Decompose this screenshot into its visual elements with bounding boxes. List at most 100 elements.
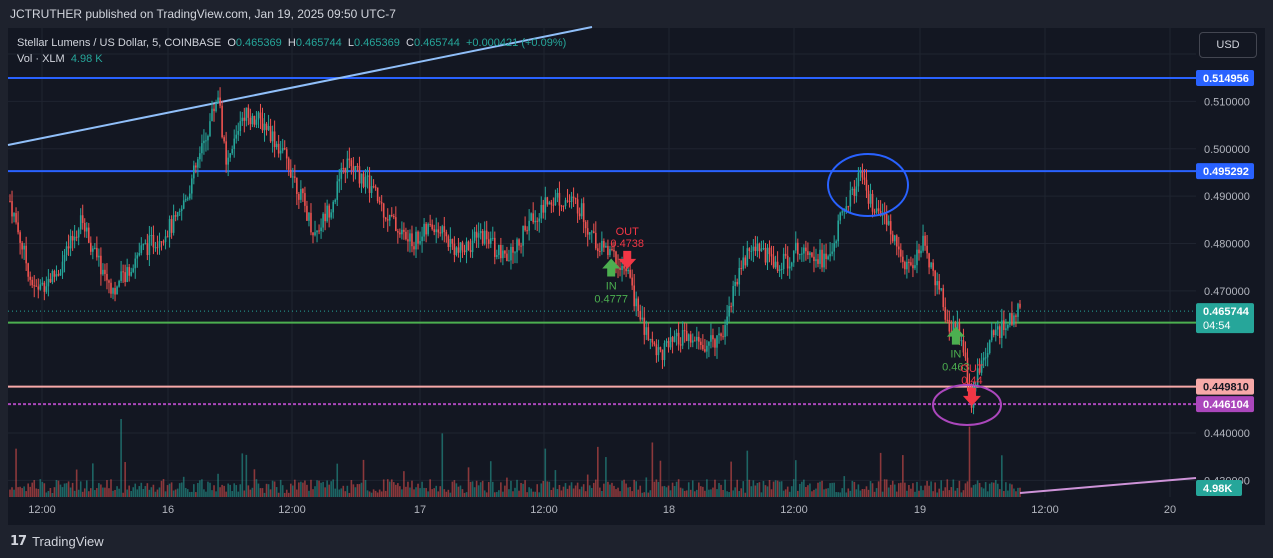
- candle-body: [700, 341, 702, 346]
- price-tag-text: 0.446104: [1203, 399, 1250, 411]
- candle-body: [506, 253, 508, 262]
- volume-bar: [762, 480, 765, 497]
- candle-body: [13, 213, 15, 217]
- candle-body: [691, 340, 694, 343]
- volume-bar: [631, 491, 633, 497]
- candle-body: [855, 186, 858, 196]
- volume-bar: [421, 481, 423, 497]
- candle-body: [459, 242, 462, 253]
- volume-bar: [120, 419, 122, 497]
- volume-bar: [346, 485, 349, 497]
- candle-body: [762, 248, 765, 250]
- last-price-tag: 0.465744 04:54: [1196, 303, 1254, 334]
- currency-button[interactable]: USD: [1199, 32, 1257, 58]
- volume-bar: [556, 489, 559, 497]
- candle-body: [570, 196, 573, 202]
- volume-bar: [219, 487, 221, 497]
- candle-body: [601, 240, 603, 252]
- volume-bar: [241, 453, 244, 497]
- volume-bar: [653, 481, 656, 497]
- volume-bar: [813, 489, 815, 497]
- candle-body: [782, 253, 785, 269]
- candle-body: [477, 233, 480, 238]
- candle-body: [479, 230, 482, 234]
- candle-body: [403, 229, 405, 232]
- candle-body: [764, 248, 767, 263]
- candle-body: [312, 232, 314, 236]
- volume-bar: [635, 481, 637, 497]
- volume-bar: [873, 491, 876, 497]
- candle-body: [548, 202, 551, 205]
- volume-bar: [29, 486, 31, 497]
- candle-body: [732, 286, 734, 307]
- volume-bar: [657, 481, 660, 497]
- candle-body: [889, 221, 892, 235]
- volume-bar: [314, 486, 316, 497]
- candle-body: [1015, 315, 1017, 317]
- volume-bar: [184, 487, 187, 497]
- candle-body: [283, 148, 286, 150]
- trade-price: 0.463: [942, 362, 970, 374]
- x-tick-label: 16: [162, 504, 174, 516]
- candle-body: [898, 246, 900, 250]
- candle-body: [77, 229, 80, 238]
- open-value: 0.465369: [235, 37, 282, 49]
- volume-bar: [156, 489, 159, 497]
- volume-bar: [100, 484, 102, 497]
- volume-bar: [318, 480, 320, 497]
- candle-body: [940, 288, 943, 290]
- sell-arrow-icon: [962, 387, 981, 406]
- candle-body: [825, 253, 827, 260]
- volume-bar: [821, 480, 823, 497]
- candle-body: [435, 229, 438, 233]
- candle-body: [306, 205, 308, 221]
- volume-bar: [528, 487, 530, 497]
- candle-body: [728, 306, 730, 317]
- candle-body: [465, 241, 468, 253]
- candle-body: [65, 246, 68, 255]
- candle-body: [655, 344, 658, 356]
- candle-body: [524, 225, 526, 231]
- candle-body: [867, 190, 870, 204]
- trade-price: 0.4777: [594, 293, 628, 305]
- volume-bar: [281, 485, 284, 497]
- candle-body: [469, 250, 472, 253]
- buy-arrow-icon: [602, 258, 621, 277]
- volume-bar: [104, 487, 106, 497]
- tradingview-logo[interactable]: 𝟭𝟳 TradingView: [10, 533, 104, 549]
- volume-bar: [665, 487, 668, 497]
- volume-bar: [954, 490, 957, 497]
- volume-bar: [443, 489, 446, 497]
- candle-body: [623, 266, 625, 269]
- volume-bar: [473, 487, 476, 497]
- volume-bar: [534, 491, 536, 497]
- volume-bar: [397, 483, 399, 497]
- y-tick-label: 0.490000: [1204, 191, 1250, 203]
- volume-bar: [1017, 487, 1019, 497]
- candle-body: [47, 278, 50, 287]
- candle-body: [776, 261, 779, 271]
- volume-bar: [79, 481, 82, 497]
- candle-body: [900, 249, 902, 257]
- volume-bar: [649, 490, 652, 497]
- candle-body: [988, 340, 991, 353]
- chart-panel[interactable]: [8, 28, 1265, 525]
- candle-body: [790, 262, 793, 267]
- candle-body: [45, 286, 48, 292]
- volume-bar: [621, 480, 623, 497]
- volume-bar: [655, 479, 658, 497]
- volume-bar: [730, 461, 732, 497]
- volume-bar: [188, 492, 191, 497]
- candle-body: [689, 334, 692, 343]
- candle-body: [399, 232, 401, 235]
- volume-bar: [364, 480, 367, 497]
- volume-bar: [417, 483, 419, 497]
- volume-bar: [689, 489, 692, 497]
- candle-body: [197, 159, 199, 168]
- candle-body: [936, 281, 938, 286]
- candle-body: [271, 131, 274, 142]
- volume-bar: [512, 491, 514, 497]
- candle-body: [500, 244, 502, 259]
- candle-body: [90, 242, 92, 252]
